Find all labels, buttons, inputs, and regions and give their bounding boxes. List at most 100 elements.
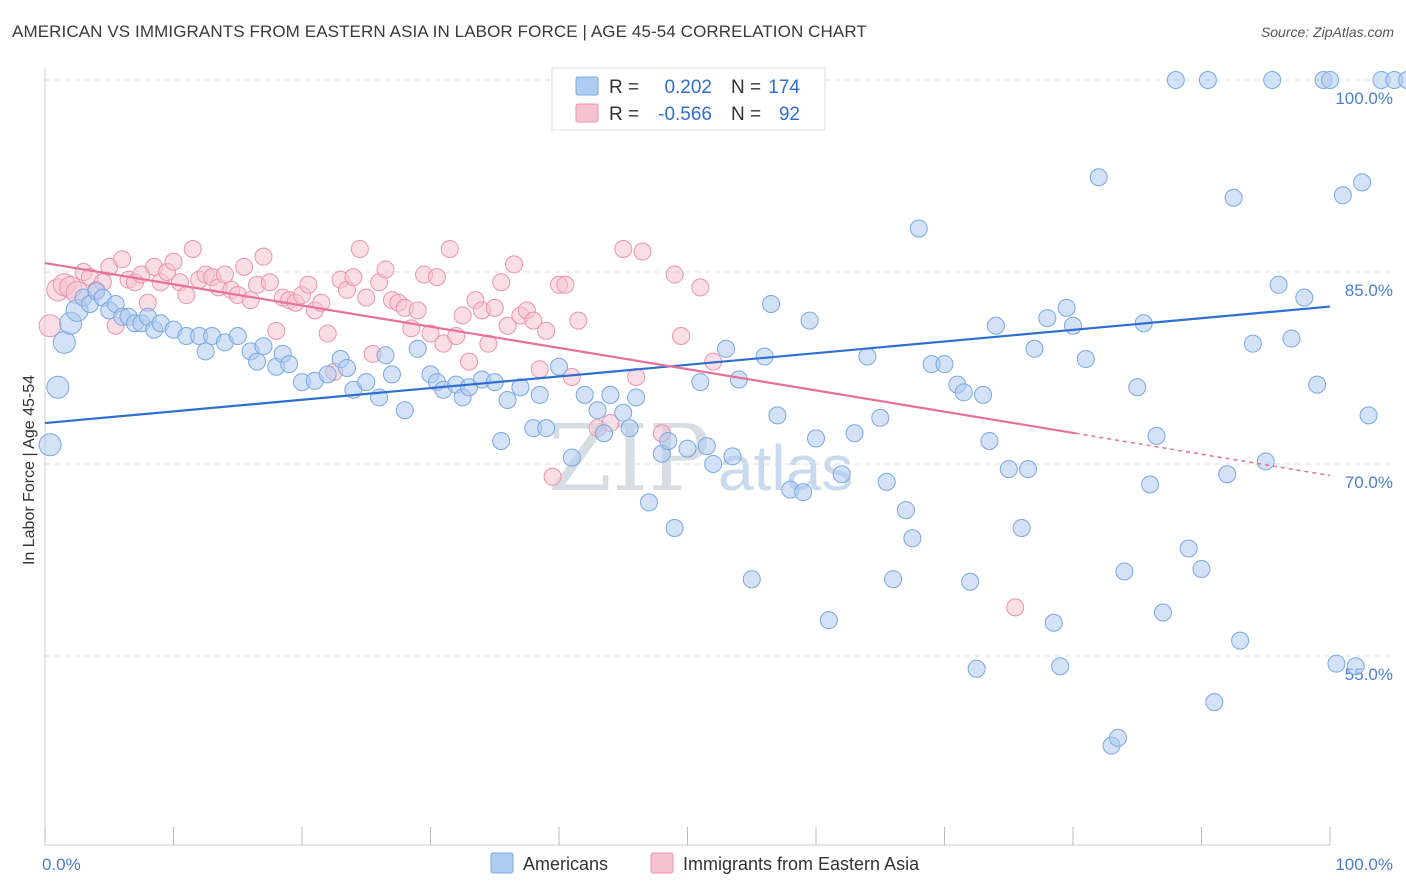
bottom-legend-immigrants-swatch xyxy=(650,852,674,874)
immigrants-point xyxy=(569,311,588,330)
americans-point xyxy=(954,383,973,402)
americans-point xyxy=(46,375,70,399)
series-americans-points xyxy=(38,71,1406,755)
americans-point xyxy=(845,424,864,443)
immigrants-point xyxy=(183,239,202,258)
immigrants-point xyxy=(1006,598,1025,617)
americans-point xyxy=(1321,71,1339,89)
immigrants-point xyxy=(344,268,363,287)
americans-point xyxy=(1192,559,1211,578)
immigrants-point xyxy=(376,260,395,279)
americans-point xyxy=(986,316,1005,335)
americans-trend-line xyxy=(44,305,1331,425)
americans-point xyxy=(492,431,511,450)
americans-point xyxy=(1147,426,1166,445)
americans-point xyxy=(38,433,62,457)
americans-point xyxy=(974,385,993,404)
americans-point xyxy=(1263,71,1282,89)
immigrants-point xyxy=(556,275,575,294)
americans-point xyxy=(530,385,549,404)
americans-point xyxy=(980,431,999,450)
americans-point xyxy=(871,408,890,427)
americans-point xyxy=(909,219,928,238)
immigrants-point xyxy=(215,265,234,284)
americans-point xyxy=(254,337,273,356)
x-tick-label-end: 100.0% xyxy=(1335,855,1393,874)
trend-lines xyxy=(44,261,1331,477)
y-axis-label: In Labor Force | Age 45-54 xyxy=(21,375,38,565)
americans-point xyxy=(639,493,658,512)
americans-point xyxy=(1057,298,1076,317)
americans-point xyxy=(1256,452,1275,471)
americans-point xyxy=(1243,334,1262,353)
americans-point xyxy=(1044,613,1063,632)
immigrants-point xyxy=(485,298,504,317)
americans-point xyxy=(1282,329,1301,348)
americans-point xyxy=(678,439,697,458)
americans-point xyxy=(697,437,716,456)
americans-point xyxy=(511,378,530,397)
immigrants-point xyxy=(408,301,427,320)
americans-point xyxy=(1353,173,1372,192)
americans-point xyxy=(819,611,838,630)
immigrants-point xyxy=(177,286,196,305)
americans-point xyxy=(1218,465,1237,484)
legend-immigrants-r-label: R = xyxy=(609,104,639,125)
americans-point xyxy=(1076,350,1095,369)
immigrants-point xyxy=(633,242,652,261)
americans-point xyxy=(601,385,620,404)
americans-point xyxy=(1308,375,1327,394)
immigrants-point xyxy=(299,275,318,294)
immigrants-point xyxy=(524,311,543,330)
americans-point xyxy=(337,359,356,377)
americans-point xyxy=(620,419,639,438)
americans-point xyxy=(498,391,517,409)
americans-point xyxy=(627,388,646,407)
x-tick-labels: 0.0% 100.0% xyxy=(42,855,1393,874)
americans-point xyxy=(562,448,581,467)
americans-point xyxy=(1051,657,1070,676)
americans-point xyxy=(903,529,922,548)
bottom-legend-immigrants-label: Immigrants from Eastern Asia xyxy=(683,854,920,874)
americans-point xyxy=(1327,654,1346,673)
americans-point xyxy=(408,339,427,358)
americans-point xyxy=(1346,657,1365,676)
americans-point xyxy=(768,406,787,425)
americans-point xyxy=(967,659,986,678)
immigrants-point xyxy=(318,324,337,343)
americans-point xyxy=(896,501,915,520)
bottom-legend: Americans Immigrants from Eastern Asia xyxy=(490,852,920,874)
immigrants-trend-line xyxy=(44,261,1076,435)
y-tick-label: 70.0% xyxy=(1345,473,1393,492)
legend-americans-n-value: 174 xyxy=(768,77,800,98)
americans-point xyxy=(807,429,825,448)
americans-point xyxy=(357,373,376,392)
americans-point xyxy=(1295,288,1314,307)
americans-point xyxy=(1019,460,1038,479)
americans-point xyxy=(877,472,896,491)
immigrants-point xyxy=(427,268,446,287)
legend-immigrants-r-value: -0.566 xyxy=(658,104,712,125)
americans-point xyxy=(318,365,337,384)
grid-lines xyxy=(45,79,1395,657)
americans-point xyxy=(614,403,633,422)
immigrants-point xyxy=(492,273,511,292)
americans-point xyxy=(1333,186,1352,205)
immigrants-point xyxy=(530,360,549,379)
immigrants-point xyxy=(614,239,633,258)
americans-point xyxy=(1359,406,1378,425)
americans-point xyxy=(858,347,877,366)
americans-point xyxy=(665,519,684,537)
y-tick-label: 100.0% xyxy=(1335,89,1393,108)
immigrants-point xyxy=(440,239,459,258)
americans-point xyxy=(1115,562,1134,581)
americans-point xyxy=(1166,71,1185,89)
americans-point xyxy=(537,419,556,438)
americans-point xyxy=(1198,71,1217,89)
series-immigrants-points xyxy=(38,239,1025,617)
immigrants-point xyxy=(164,252,183,271)
immigrants-point xyxy=(241,291,260,310)
americans-point xyxy=(1064,316,1082,335)
americans-point xyxy=(742,570,761,589)
